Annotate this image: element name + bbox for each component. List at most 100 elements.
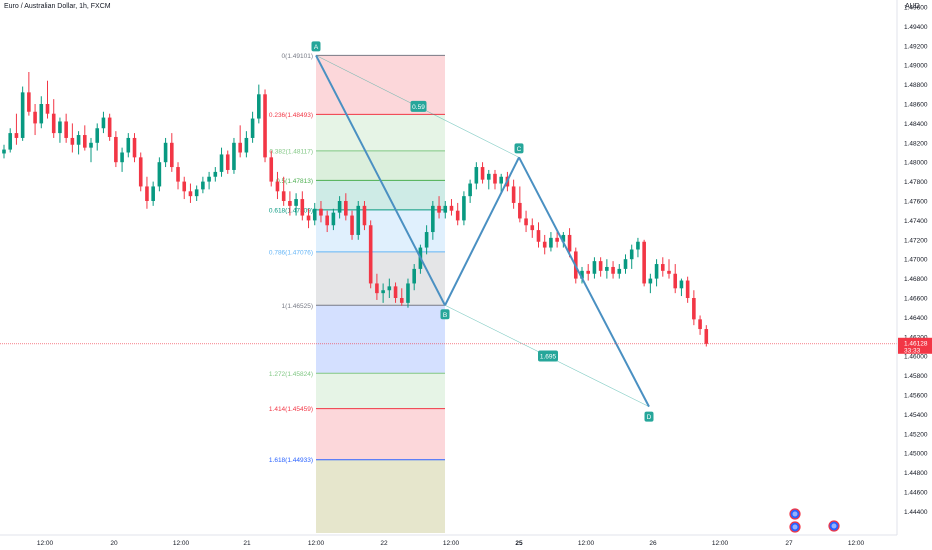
abcd-pattern[interactable]: 0.59 1.695 A B C D (311, 41, 654, 422)
time-tick-label: 27 (785, 540, 793, 547)
candle-body (673, 273, 678, 289)
candle (356, 201, 361, 240)
candle (704, 325, 709, 347)
candle (542, 234, 547, 255)
candle-body (306, 215, 311, 221)
candle-body (207, 176, 211, 182)
price-tick-label: 1.44600 (904, 490, 928, 497)
candle-body (275, 181, 280, 192)
price-tick-label: 1.48400 (904, 121, 928, 128)
candle (70, 123, 75, 153)
fib-level-label: 0.618(1.47509) (269, 207, 313, 214)
candle-body (350, 215, 354, 235)
fib-zone (316, 373, 445, 409)
candle (673, 264, 678, 294)
candle-body (660, 264, 665, 271)
fib-zone (316, 180, 445, 210)
candle (337, 196, 342, 219)
svg-text:0.59: 0.59 (412, 104, 425, 111)
candle (424, 225, 429, 255)
candle (654, 259, 659, 287)
candle-body (145, 186, 149, 201)
fib-zone (316, 150, 445, 181)
time-axis[interactable]: 12:00 20 12:00 21 12:00 22 12:00 25 12:00 26 12:00… (0, 534, 897, 547)
candle (530, 218, 535, 238)
price-tick-label: 1.47400 (904, 218, 928, 225)
candle-body (213, 171, 218, 177)
fib-level-label: 0.5(1.47813) (276, 178, 313, 185)
candle-body (623, 259, 628, 269)
candle (157, 157, 162, 192)
candle-body (431, 205, 435, 233)
candle-body (480, 167, 485, 180)
candle (331, 208, 336, 231)
candle (381, 283, 385, 303)
candle-body (157, 162, 162, 187)
candle-body (462, 196, 466, 221)
price-tick-label: 1.46800 (904, 276, 928, 283)
candle (163, 137, 168, 168)
candle (126, 133, 131, 158)
candle (692, 290, 696, 326)
price-tick-label: 1.45000 (904, 451, 928, 458)
candle-body (486, 173, 491, 180)
candle-body (201, 181, 205, 190)
candle-body (132, 137, 137, 158)
fib-level-label: 0(1.49101) (282, 53, 313, 60)
candle-body (667, 270, 671, 274)
time-tick-label: 21 (243, 540, 251, 547)
candle-body (362, 205, 367, 226)
candle (319, 201, 323, 223)
candle (592, 257, 597, 279)
candle-body (412, 268, 416, 284)
candle-body (368, 225, 373, 284)
candle-body (580, 270, 584, 279)
price-axis[interactable]: 1.49600 1.49400 1.49200 1.49000 1.48800 1.486… (896, 0, 932, 535)
ratio-label-ac: 0.59 (410, 100, 427, 112)
candle (642, 239, 646, 287)
candle-body (636, 241, 640, 250)
candle-body (424, 232, 429, 248)
candle-body (642, 241, 646, 284)
price-tick-label: 1.48800 (904, 82, 928, 89)
candle-body (331, 212, 336, 226)
candle-body (188, 191, 193, 197)
candle (269, 150, 274, 187)
candle (611, 261, 615, 279)
candle-body (194, 189, 199, 197)
time-tick-label: 12:00 (37, 540, 54, 547)
candle (493, 169, 497, 190)
candle-body (337, 201, 342, 213)
candle (257, 84, 261, 124)
candle (300, 191, 305, 221)
candle (685, 276, 690, 303)
fib-zone (316, 114, 445, 151)
fib-level-label: 1.272(1.45824) (269, 371, 313, 378)
price-tick-label: 1.44800 (904, 470, 928, 477)
fib-retracement[interactable]: 0(1.49101) 0.236(1.48493) 0.382(1.48117) 0.… (269, 53, 445, 533)
candle (660, 257, 665, 277)
candle (598, 257, 603, 277)
candle (132, 133, 137, 163)
price-tick-label: 1.47000 (904, 257, 928, 264)
candle-body (238, 142, 242, 153)
candle (219, 147, 224, 177)
candle (518, 186, 522, 223)
candle-body (257, 94, 261, 119)
fib-level-label: 1.618(1.44933) (269, 457, 313, 464)
fib-zone (316, 459, 445, 533)
candle (325, 210, 329, 233)
candle (176, 162, 180, 190)
time-tick-label: 25 (515, 540, 523, 547)
time-tick-label: 12:00 (173, 540, 190, 547)
candle-body (163, 142, 168, 163)
event-markers[interactable] (789, 508, 840, 533)
candle-body (232, 142, 236, 170)
candle-body (101, 117, 106, 129)
candle (605, 259, 609, 279)
candle (431, 201, 435, 240)
fib-level-label: 0.786(1.47076) (269, 249, 313, 256)
candle (387, 278, 392, 298)
candle-body (170, 142, 174, 168)
